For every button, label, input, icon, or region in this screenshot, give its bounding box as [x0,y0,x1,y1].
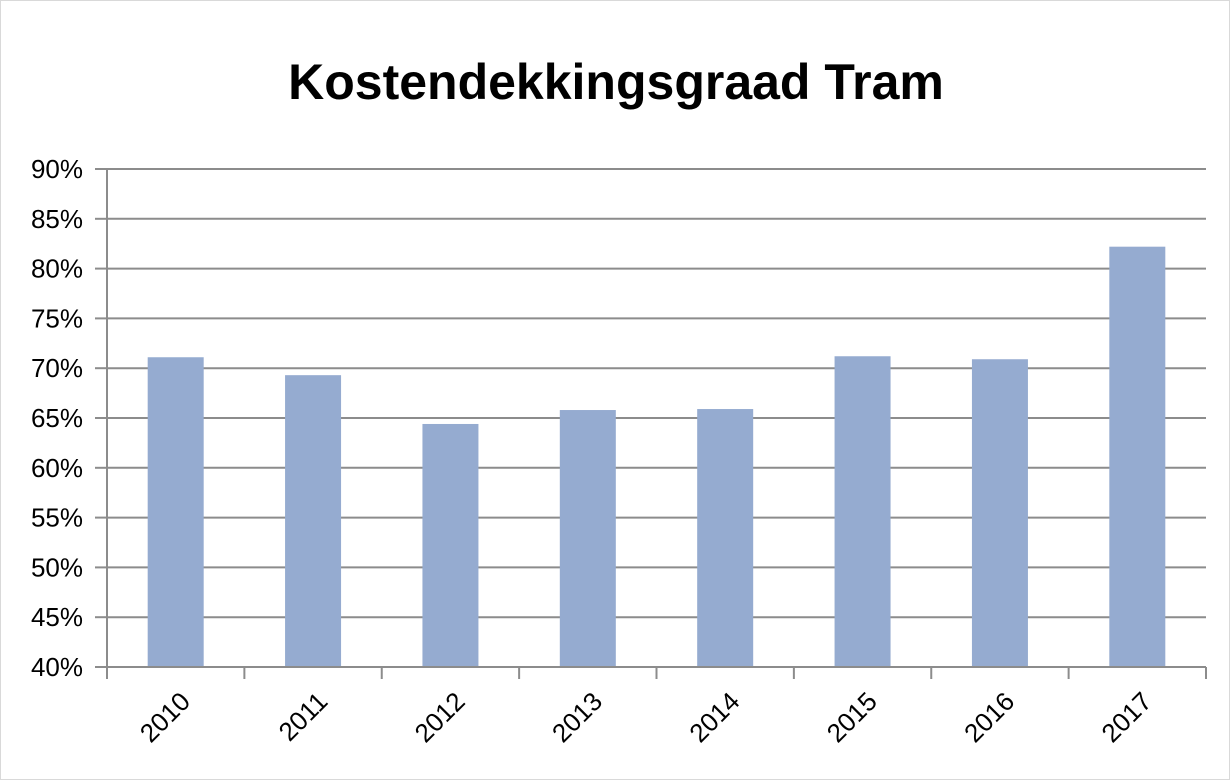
y-tick-label: 40% [31,652,83,682]
y-tick-label: 70% [31,353,83,383]
y-tick-label: 65% [31,403,83,433]
bar-2014 [697,409,754,667]
bar-2015 [834,356,891,667]
y-tick-label: 80% [31,254,83,284]
x-tick-label: 2011 [273,686,334,747]
bar-2010 [147,357,204,667]
x-tick-label: 2010 [134,686,196,748]
x-tick-label: 2014 [683,686,745,748]
y-tick-label: 85% [31,204,83,234]
bar-2016 [971,359,1028,667]
bar-2013 [559,410,616,667]
x-tick-label: 2015 [821,686,883,748]
chart-title: Kostendekkingsgraad Tram [288,54,944,110]
bar-2011 [285,375,342,667]
bar-2017 [1109,246,1166,668]
y-tick-label: 75% [31,303,83,333]
y-tick-label: 50% [31,552,83,582]
bar-2012 [422,423,479,667]
x-tick-label: 2012 [409,686,471,748]
x-tick-label: 2013 [546,686,608,748]
y-tick-label: 55% [31,503,83,533]
x-tick-label: 2016 [958,686,1020,748]
y-tick-label: 90% [31,154,83,184]
y-tick-label: 45% [31,602,83,632]
x-tick-label: 2017 [1095,686,1157,748]
y-tick-label: 60% [31,453,83,483]
